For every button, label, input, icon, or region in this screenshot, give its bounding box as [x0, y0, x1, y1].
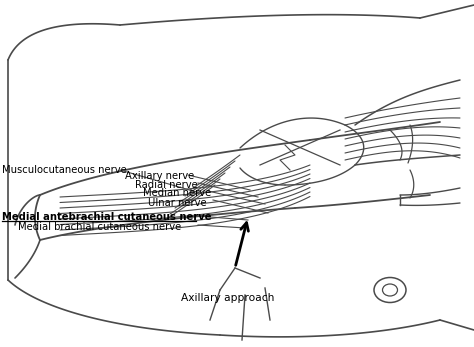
Text: Axillary nerve: Axillary nerve [125, 171, 194, 181]
Text: Medial brachial cutaneous nerve: Medial brachial cutaneous nerve [18, 222, 181, 232]
Text: Median nerve: Median nerve [143, 188, 211, 198]
Text: Axillary approach: Axillary approach [182, 293, 275, 303]
Text: Musculocutaneous nerve: Musculocutaneous nerve [2, 165, 127, 175]
Text: Ulnar nerve: Ulnar nerve [148, 198, 207, 208]
Text: Medial antebrachial cutaneous nerve: Medial antebrachial cutaneous nerve [2, 212, 211, 222]
Text: Radial nerve: Radial nerve [135, 180, 198, 190]
